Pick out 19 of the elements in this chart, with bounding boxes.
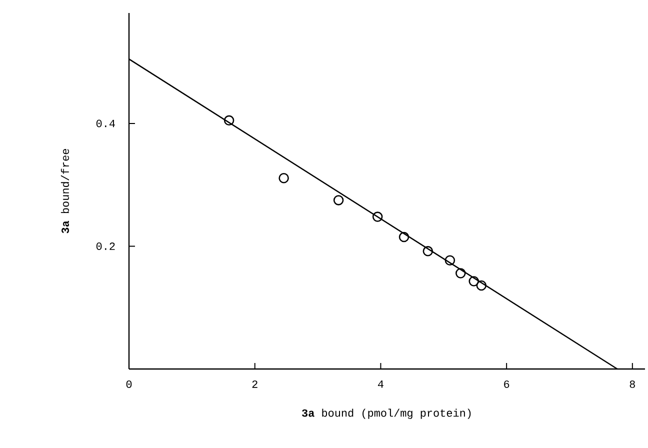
point: [372, 212, 383, 222]
point: [333, 195, 344, 206]
point: [422, 246, 434, 256]
y-tick-label: 0.2: [96, 242, 115, 250]
x-tick-label: 0: [126, 380, 132, 388]
x-tick-label: 8: [630, 380, 635, 388]
y-axis-title: 3a bound/free: [60, 148, 70, 234]
point: [476, 280, 487, 291]
point: [455, 268, 466, 278]
y-tick-label: 0.4: [96, 120, 115, 128]
x-tick-label: 6: [504, 380, 510, 388]
x-tick-label: 4: [378, 380, 384, 388]
point: [398, 232, 410, 242]
x-tick-label: 2: [252, 380, 258, 388]
point: [468, 276, 479, 286]
point: [444, 255, 456, 266]
point: [224, 115, 234, 126]
x-axis-title: 3a bound (pmol/mg protein): [302, 408, 471, 419]
point: [278, 172, 289, 184]
